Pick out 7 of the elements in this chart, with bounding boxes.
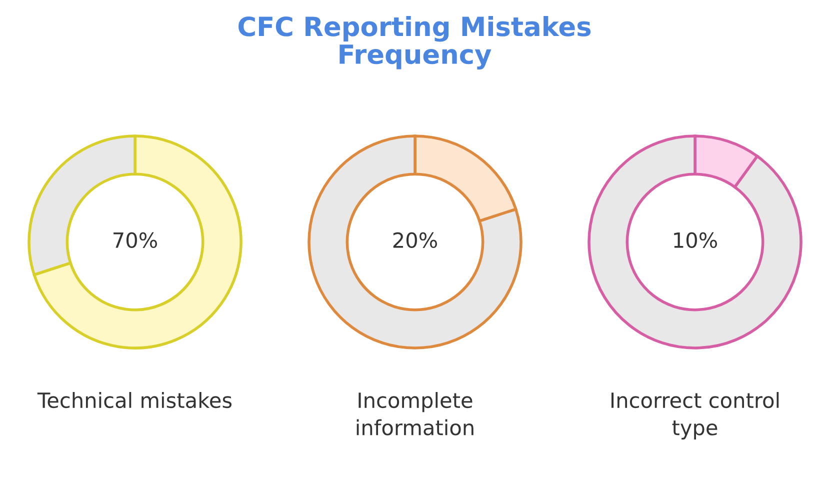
text: Technical mistakes <box>37 392 232 408</box>
text: Incomplete information <box>356 392 474 436</box>
data-label: 20% <box>393 232 438 248</box>
data-label: 10% <box>674 232 718 248</box>
data-label: 70% <box>114 232 158 248</box>
chart-title: CFC Reporting Mistakes Frequency <box>238 16 591 70</box>
text: Incorrect control type <box>611 392 779 440</box>
